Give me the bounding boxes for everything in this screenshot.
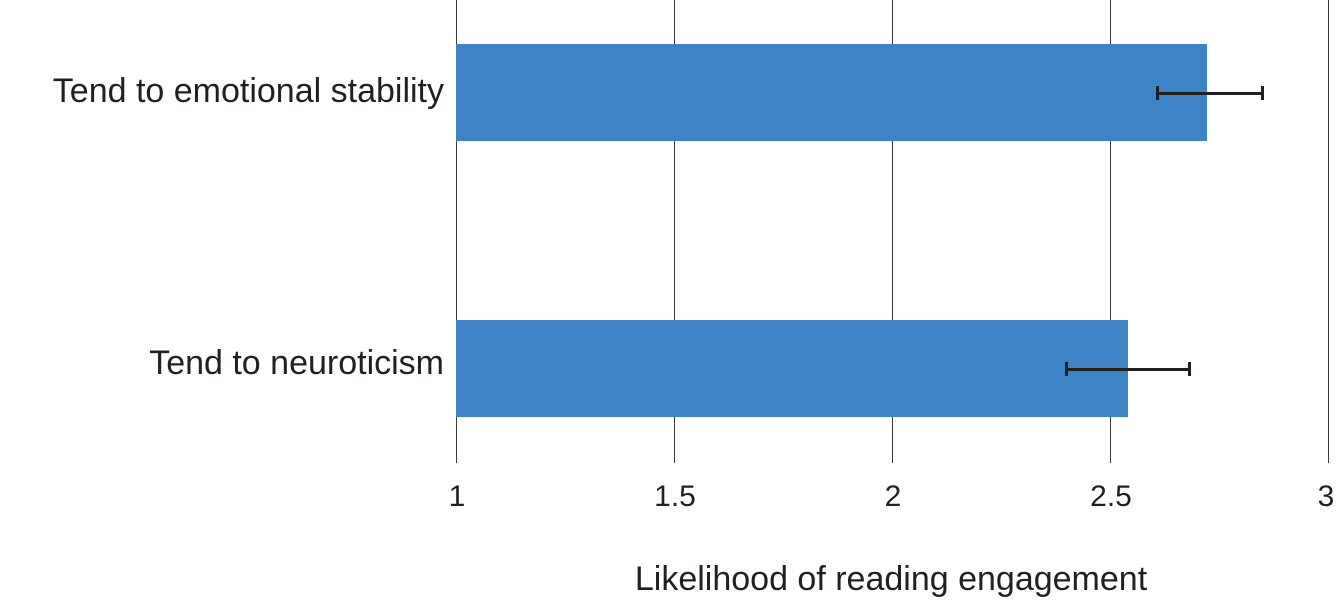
bar-emotional-stability xyxy=(456,44,1207,141)
x-tick-label: 2.5 xyxy=(1090,480,1132,513)
gridline-1 xyxy=(456,0,457,463)
error-bar-neuroticism xyxy=(1066,368,1189,371)
x-tick-label: 1.5 xyxy=(654,480,696,513)
x-tick-label: 3 xyxy=(1317,480,1335,513)
x-tick-label: 2 xyxy=(884,480,902,513)
error-cap xyxy=(1188,362,1191,376)
category-label: Tend to emotional stability xyxy=(52,72,444,110)
x-tick-label: 1 xyxy=(448,480,466,513)
error-cap xyxy=(1156,86,1159,100)
gridline-2 xyxy=(892,0,893,463)
gridline-1-5 xyxy=(674,0,675,463)
error-cap xyxy=(1065,362,1068,376)
error-bar-emotional-stability xyxy=(1157,92,1262,95)
gridline-3 xyxy=(1328,0,1329,463)
bar-neuroticism xyxy=(456,320,1128,417)
x-axis-label: Likelihood of reading engagement xyxy=(634,560,1148,598)
category-label: Tend to neuroticism xyxy=(149,344,444,382)
gridline-2-5 xyxy=(1110,0,1111,463)
error-cap xyxy=(1261,86,1264,100)
